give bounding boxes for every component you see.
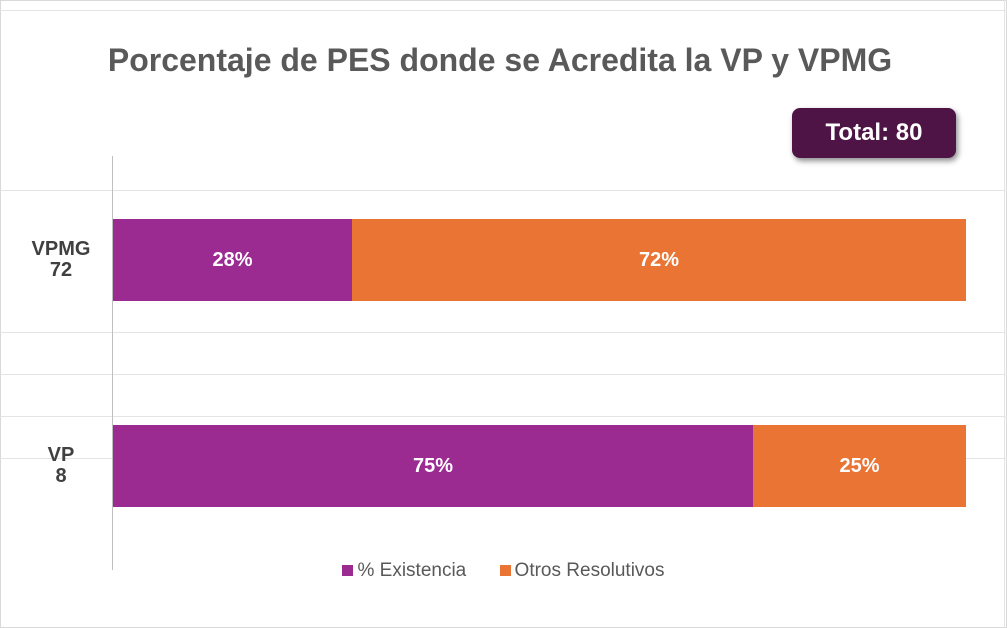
legend-label-existencia: % Existencia xyxy=(357,560,467,581)
legend-swatch-otros-resolutivos xyxy=(499,565,511,577)
bar-vp-otros-resolutivos: 25% xyxy=(753,425,966,507)
category-name: VPMG xyxy=(31,238,91,260)
category-count: 72 xyxy=(49,259,73,281)
legend-item-existencia: % Existencia xyxy=(342,560,466,582)
data-label: 25% xyxy=(839,455,880,477)
data-label: 28% xyxy=(212,249,253,271)
data-label: 75% xyxy=(412,455,454,477)
sheet-gridline xyxy=(0,10,1007,11)
chart-title: Porcentaje de PES donde se Acredita la V… xyxy=(107,42,893,78)
sheet-gridline xyxy=(0,374,1007,375)
bar-vp-existencia: 75% xyxy=(113,425,753,507)
sheet-gridline xyxy=(1004,0,1005,628)
category-label-vpmg: VPMG 72 xyxy=(6,239,116,281)
data-label: 72% xyxy=(638,249,680,271)
sheet-gridline xyxy=(0,190,1007,191)
total-badge: Total: 80 xyxy=(792,108,956,158)
bar-vpmg-otros-resolutivos: 72% xyxy=(352,219,966,301)
legend-label-otros-resolutivos: Otros Resolutivos xyxy=(514,560,665,581)
category-label-vp: VP 8 xyxy=(6,445,116,487)
category-axis-line xyxy=(112,156,113,570)
category-count: 8 xyxy=(55,465,67,487)
bar-vpmg-existencia: 28% xyxy=(113,219,352,301)
legend: % Existencia Otros Resolutivos xyxy=(0,560,1007,582)
sheet-gridline xyxy=(0,332,1007,333)
category-name: VP xyxy=(47,444,75,466)
legend-item-otros-resolutivos: Otros Resolutivos xyxy=(499,560,665,582)
sheet-gridline xyxy=(0,416,1007,417)
legend-swatch-existencia xyxy=(342,565,354,577)
